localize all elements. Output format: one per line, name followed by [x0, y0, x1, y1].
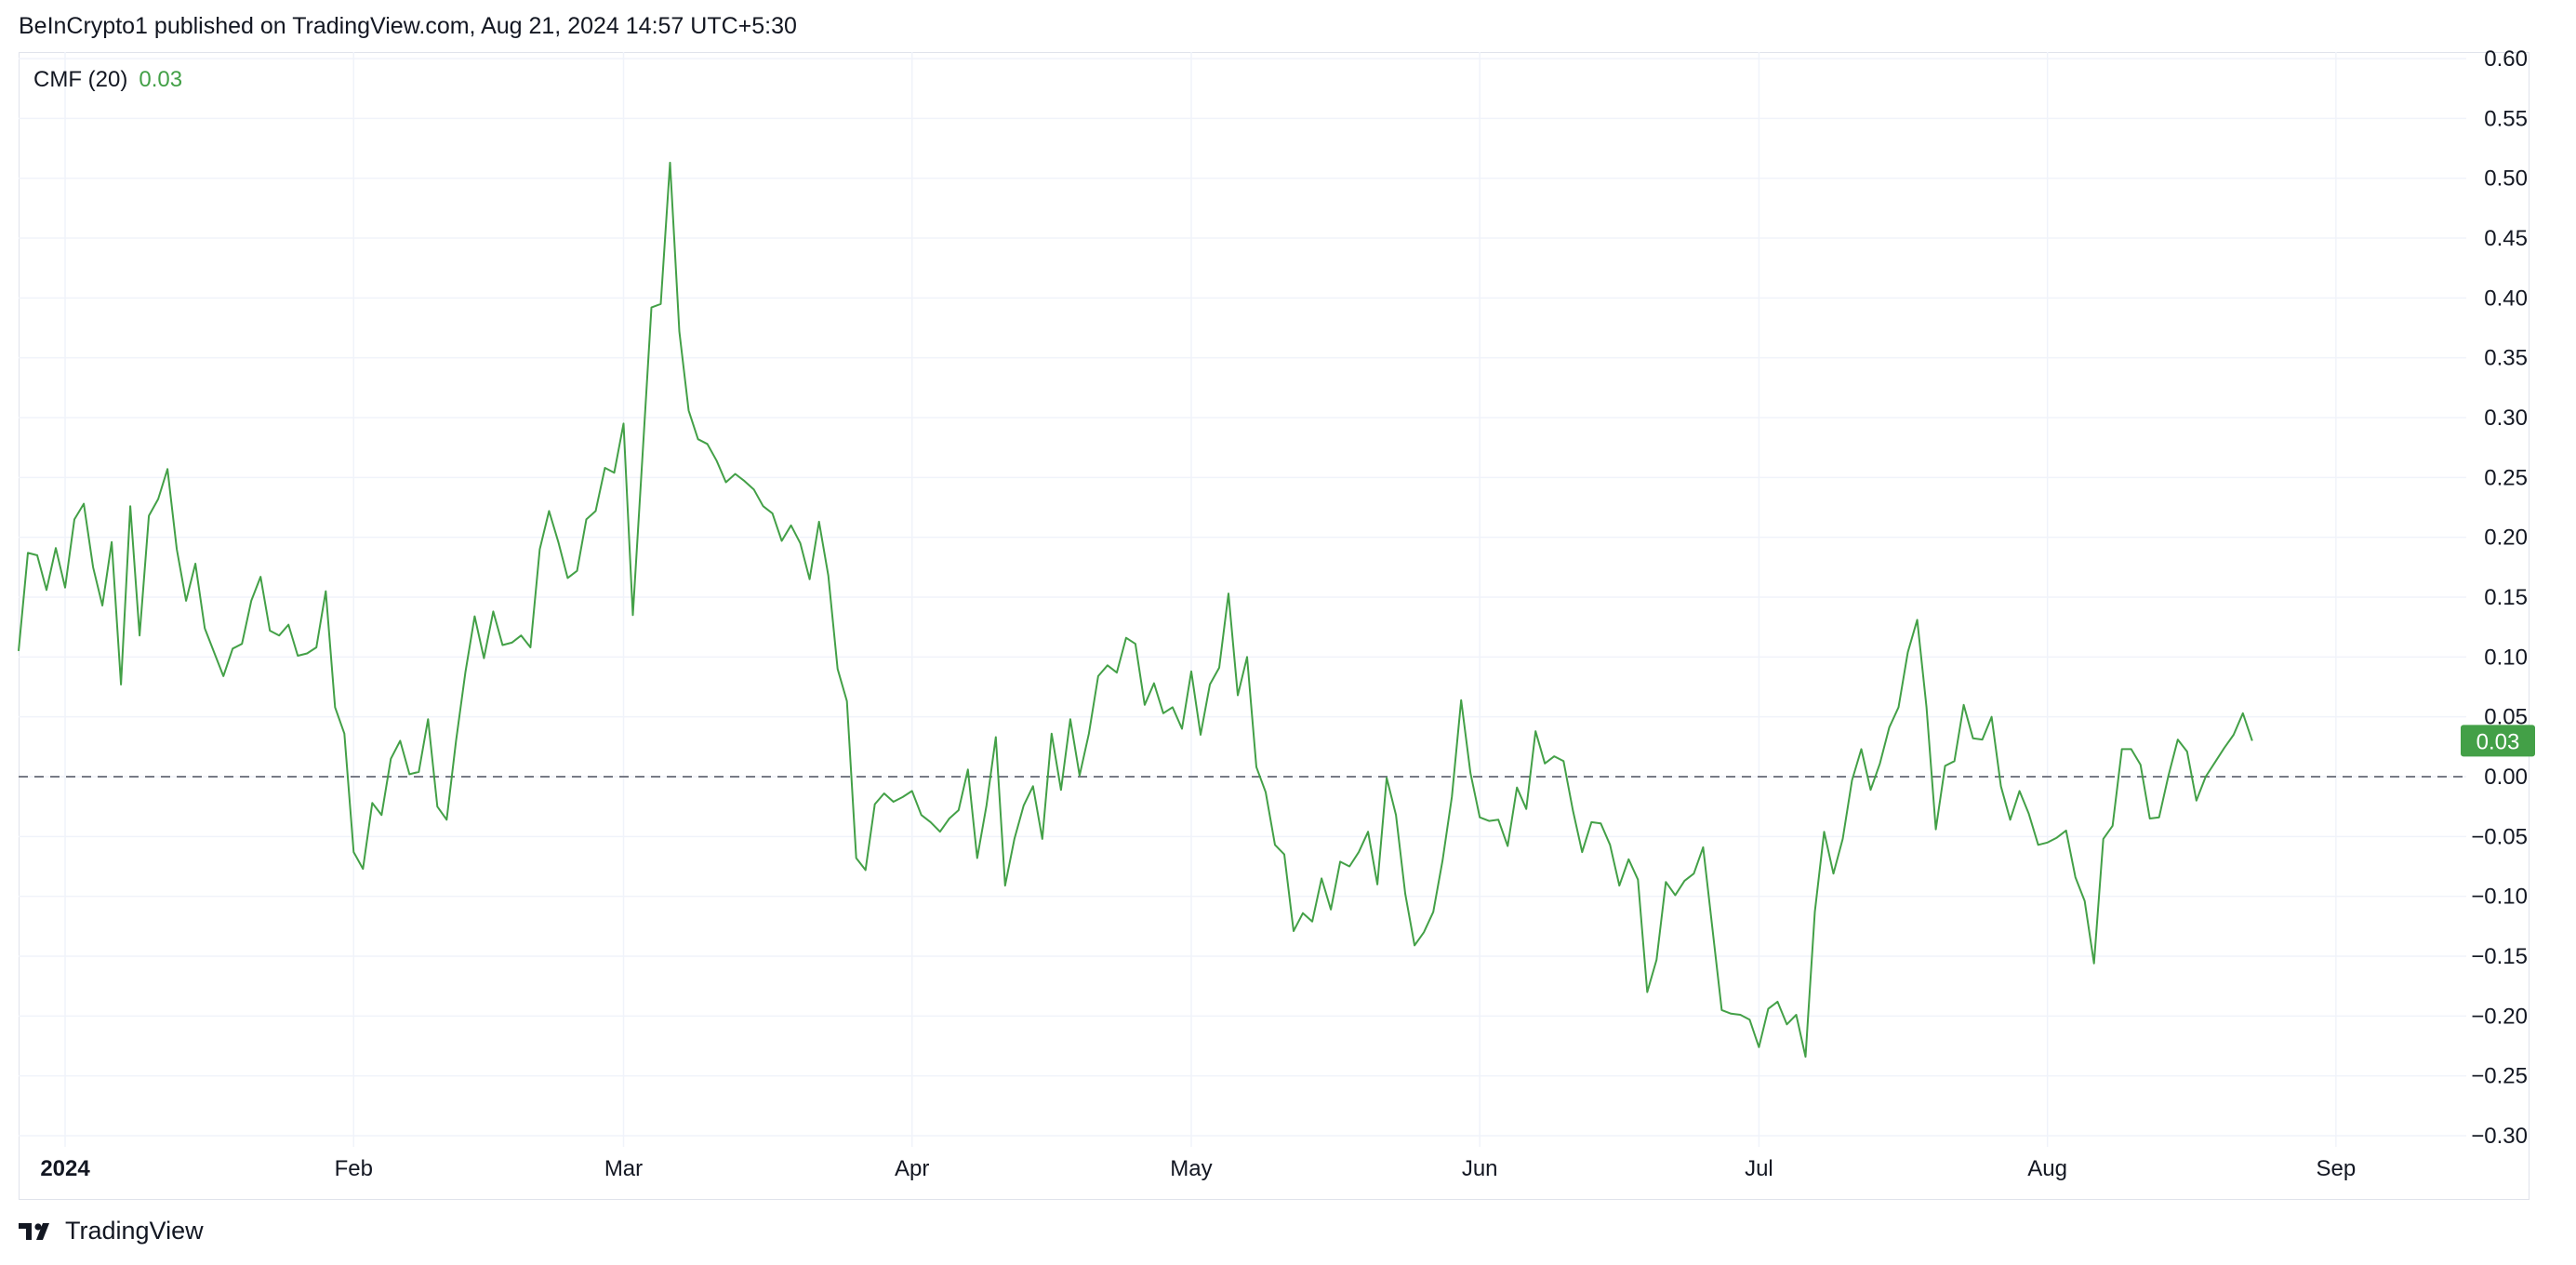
tradingview-brand: TradingView	[65, 1217, 204, 1245]
x-tick-label: Sep	[2317, 1156, 2357, 1181]
chart-frame	[19, 52, 2530, 1200]
x-tick-label: Apr	[895, 1156, 929, 1181]
y-tick-label: −0.15	[2471, 944, 2528, 969]
y-tick-label: 0.35	[2484, 346, 2528, 371]
x-tick-label: May	[1170, 1156, 1212, 1181]
x-tick-label: Feb	[335, 1156, 373, 1181]
y-tick-label: 0.40	[2484, 286, 2528, 311]
indicator-legend[interactable]: CMF (20) 0.03	[33, 67, 182, 93]
last-value-badge-label: 0.03	[2476, 729, 2520, 754]
indicator-value: 0.03	[139, 67, 183, 92]
y-tick-label: 0.60	[2484, 47, 2528, 72]
y-tick-label: −0.25	[2471, 1064, 2528, 1089]
y-tick-label: −0.10	[2471, 885, 2528, 910]
publish-attribution: BeInCrypto1 published on TradingView.com…	[19, 13, 797, 39]
y-tick-label: 0.55	[2484, 106, 2528, 131]
y-tick-label: 0.25	[2484, 465, 2528, 490]
indicator-name: CMF (20)	[33, 67, 128, 92]
y-tick-label: −0.20	[2471, 1004, 2528, 1029]
x-tick-label: Aug	[2027, 1156, 2067, 1181]
y-tick-label: 0.10	[2484, 645, 2528, 670]
cmf-series	[18, 161, 2253, 1059]
x-tick-label: Jun	[1462, 1156, 1498, 1181]
y-axis: 0.60 0.55 0.50 0.45 0.40 0.35 0.30 0.25 0.20 0.15…	[2471, 47, 2528, 1149]
tradingview-footer[interactable]: TradingView	[19, 1217, 204, 1245]
grid-lines	[19, 52, 2466, 1147]
y-tick-label: −0.30	[2471, 1124, 2528, 1149]
tradingview-logo-icon	[19, 1222, 49, 1240]
y-tick-label: 0.50	[2484, 166, 2528, 192]
x-tick-label: 2024	[40, 1156, 90, 1181]
last-value-badge-bg	[2461, 725, 2535, 757]
cmf-line	[18, 161, 2253, 1059]
y-tick-label: 0.30	[2484, 406, 2528, 431]
y-tick-label: 0.20	[2484, 526, 2528, 551]
cmf-chart[interactable]: 0.60 0.55 0.50 0.45 0.40 0.35 0.30 0.25 0.20 0.15…	[0, 0, 2576, 1209]
y-tick-label: 0.00	[2484, 765, 2528, 790]
y-tick-label: 0.45	[2484, 226, 2528, 251]
y-tick-label: 0.15	[2484, 585, 2528, 610]
x-axis: 2024 Feb Mar Apr May Jun Jul Aug Sep	[40, 1156, 2356, 1181]
x-tick-label: Mar	[604, 1156, 643, 1181]
y-tick-label: −0.05	[2471, 824, 2528, 849]
x-tick-label: Jul	[1745, 1156, 1773, 1181]
last-value-badge: 0.03	[2461, 725, 2535, 757]
